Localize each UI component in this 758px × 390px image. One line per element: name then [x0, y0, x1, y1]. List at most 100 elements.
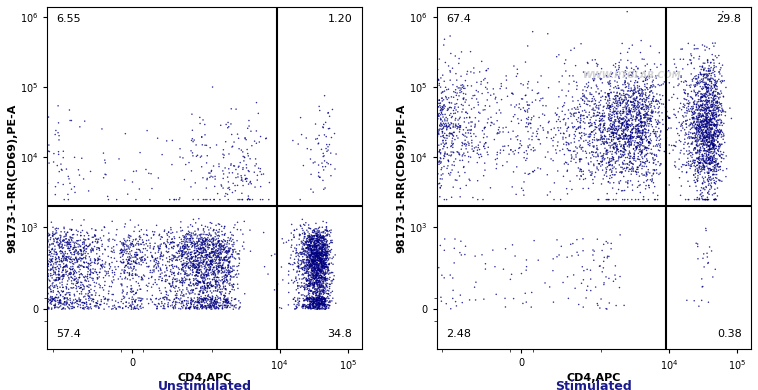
Point — [616, 100, 628, 106]
Point — [130, 240, 143, 246]
Point — [707, 152, 719, 159]
Point — [703, 139, 716, 145]
Point — [315, 279, 327, 285]
Point — [87, 266, 99, 272]
Point — [313, 278, 325, 284]
Point — [276, 236, 288, 242]
Point — [707, 172, 719, 178]
Point — [312, 285, 324, 292]
Point — [314, 270, 326, 276]
Point — [700, 156, 713, 162]
Point — [640, 126, 652, 133]
Point — [622, 124, 634, 131]
Point — [301, 245, 313, 251]
Point — [716, 107, 728, 113]
Point — [20, 130, 32, 136]
Point — [545, 126, 557, 133]
Point — [318, 295, 330, 301]
Point — [646, 173, 658, 179]
Point — [610, 197, 622, 203]
Point — [115, 298, 127, 305]
Point — [310, 244, 322, 250]
Point — [307, 244, 319, 250]
Point — [699, 179, 711, 185]
Point — [131, 246, 143, 252]
Point — [384, 133, 396, 140]
Point — [623, 143, 635, 149]
Point — [608, 140, 620, 146]
Point — [663, 80, 675, 86]
Point — [314, 174, 326, 181]
Point — [703, 157, 715, 163]
Point — [406, 77, 418, 83]
Text: 57.4: 57.4 — [57, 329, 82, 339]
Point — [604, 113, 616, 120]
Point — [411, 114, 423, 121]
Point — [688, 130, 700, 136]
Point — [12, 156, 24, 162]
Point — [318, 229, 330, 235]
Point — [168, 305, 180, 311]
Point — [678, 87, 690, 93]
Point — [194, 288, 206, 294]
Point — [707, 67, 719, 73]
Point — [691, 162, 703, 168]
Point — [709, 152, 721, 158]
Point — [401, 100, 413, 106]
Point — [307, 305, 319, 312]
Point — [497, 125, 509, 131]
Point — [313, 229, 325, 235]
Point — [197, 304, 209, 310]
Point — [678, 104, 691, 110]
Point — [174, 278, 186, 285]
Point — [303, 261, 315, 268]
Point — [64, 271, 77, 278]
Point — [551, 254, 563, 260]
Point — [395, 122, 407, 129]
Point — [312, 253, 324, 259]
Point — [130, 305, 142, 312]
Point — [709, 93, 722, 99]
Point — [33, 263, 45, 269]
Point — [459, 137, 471, 144]
Point — [311, 277, 323, 283]
Point — [711, 129, 723, 135]
Point — [717, 9, 729, 15]
Point — [213, 238, 225, 244]
Point — [83, 294, 96, 300]
Point — [215, 241, 227, 247]
Point — [118, 294, 130, 300]
Point — [701, 254, 713, 260]
Point — [300, 241, 312, 247]
Point — [217, 280, 229, 286]
Point — [49, 298, 61, 305]
Point — [51, 292, 63, 298]
Point — [161, 289, 173, 295]
Point — [703, 159, 716, 165]
Point — [111, 242, 123, 248]
Point — [309, 244, 321, 250]
Point — [638, 133, 650, 139]
Point — [119, 238, 131, 244]
Point — [173, 296, 185, 302]
Point — [322, 265, 334, 271]
Point — [315, 234, 327, 241]
Point — [61, 261, 73, 268]
Point — [599, 125, 611, 131]
Point — [399, 142, 411, 149]
Point — [312, 261, 324, 268]
Point — [404, 149, 416, 155]
Point — [699, 170, 711, 176]
Point — [706, 122, 718, 128]
Text: WWW.PTGLAB.COM: WWW.PTGLAB.COM — [582, 71, 681, 80]
Point — [708, 133, 720, 139]
Point — [584, 119, 597, 126]
Point — [563, 81, 575, 87]
Point — [193, 264, 205, 270]
Point — [464, 114, 476, 120]
Point — [706, 109, 718, 115]
Point — [593, 71, 605, 77]
Point — [461, 134, 473, 140]
Point — [704, 167, 716, 174]
Point — [625, 115, 637, 122]
